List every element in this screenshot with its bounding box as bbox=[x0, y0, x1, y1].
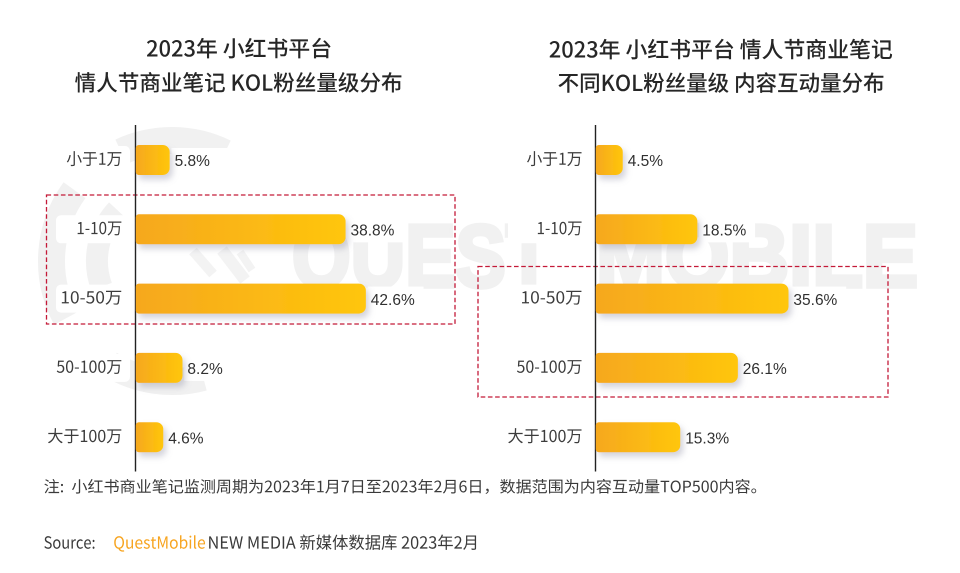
svg-text:15.3%: 15.3% bbox=[685, 430, 729, 447]
svg-text:5.8%: 5.8% bbox=[175, 153, 211, 170]
svg-text:4.5%: 4.5% bbox=[628, 153, 664, 170]
svg-text:35.6%: 35.6% bbox=[793, 292, 837, 309]
svg-text:18.5%: 18.5% bbox=[702, 223, 746, 240]
svg-text:8.2%: 8.2% bbox=[187, 361, 223, 378]
svg-text:26.1%: 26.1% bbox=[743, 361, 787, 378]
svg-text:4.6%: 4.6% bbox=[168, 430, 204, 447]
svg-text:42.6%: 42.6% bbox=[371, 292, 415, 309]
svg-text:38.8%: 38.8% bbox=[351, 223, 395, 240]
